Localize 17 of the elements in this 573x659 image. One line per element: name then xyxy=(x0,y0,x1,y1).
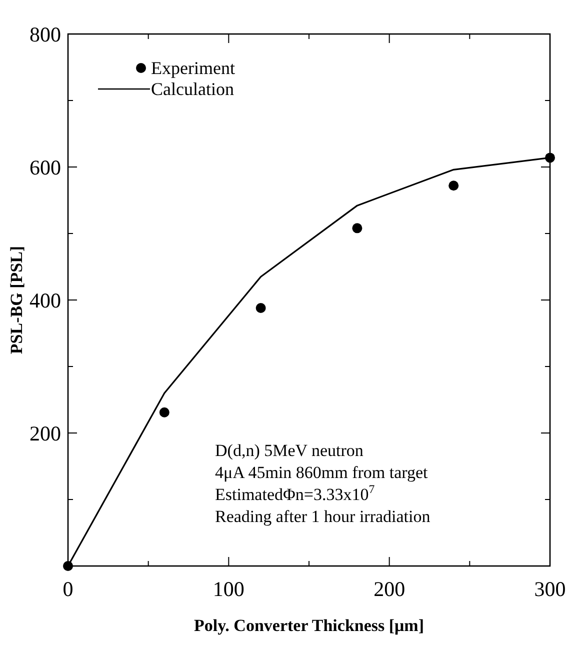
point xyxy=(448,180,459,191)
x-tick-label: 0 xyxy=(62,577,74,601)
y-tick-label: 200 xyxy=(30,421,61,446)
x-tick-label: 100 xyxy=(212,577,244,601)
point xyxy=(256,302,266,313)
x-tick-label: 200 xyxy=(374,577,406,601)
legend-label: Experiment xyxy=(151,58,235,78)
annotation: D(d,n) 5MeV neutron 4μA 45min 860mm from target EstimatedΦn=3.33x10$^{7}$ Reading after 1 hour irradiation xyxy=(215,441,431,526)
y-axis-title: PSL-BG [PSL] xyxy=(7,246,26,354)
y-tick-label: 800 xyxy=(30,22,61,46)
y-tick-label: 600 xyxy=(30,155,61,180)
x-axis-title: Poly. Converter Thickness [μm] xyxy=(194,616,424,635)
y-tick-label: 400 xyxy=(30,288,61,312)
point xyxy=(352,223,362,234)
legend-label: Calculation xyxy=(151,79,234,99)
x-tick-label: 300 xyxy=(534,577,566,601)
point xyxy=(159,407,170,418)
